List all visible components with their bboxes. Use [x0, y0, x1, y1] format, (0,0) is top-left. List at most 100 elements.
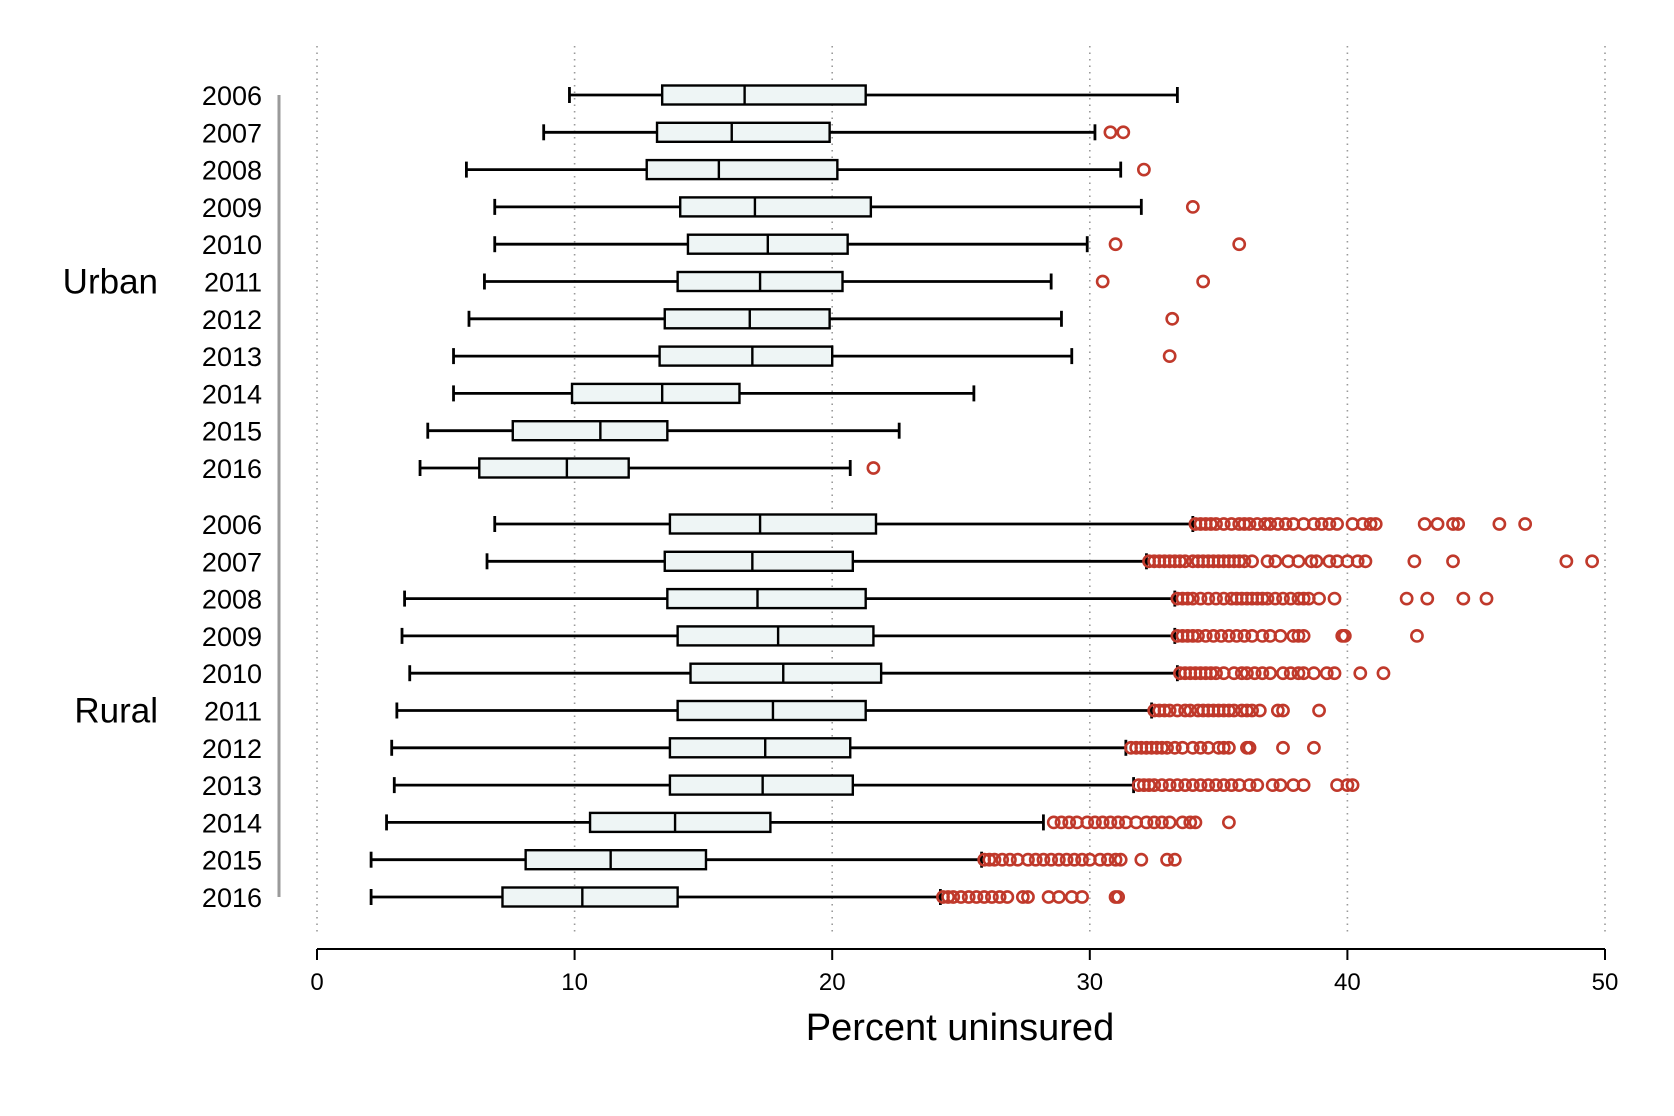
outlier-point — [1417, 517, 1432, 531]
iqr-box — [663, 550, 855, 572]
outlier-point — [1193, 778, 1208, 792]
iqr-box — [663, 308, 831, 330]
outlier-point — [1185, 778, 1200, 792]
outlier-point — [995, 852, 1010, 867]
outlier-point — [1113, 852, 1128, 867]
outlier-point — [954, 890, 968, 904]
outlier-point — [1245, 554, 1259, 569]
outlier-point — [1147, 815, 1162, 830]
x-tick-label-30: 30 — [1076, 969, 1103, 996]
outlier-point — [1337, 629, 1352, 643]
outlier-point — [1000, 890, 1015, 904]
outlier-point — [1229, 629, 1244, 643]
x-tick-label-50: 50 — [1592, 969, 1619, 996]
outlier-point — [1260, 554, 1275, 569]
outlier-point — [1245, 703, 1259, 718]
year-label-rural-2011: 2011 — [204, 697, 262, 727]
iqr-box — [478, 457, 630, 479]
grid-lines — [316, 46, 1606, 935]
iqr-box — [645, 158, 839, 181]
outlier-point — [1258, 517, 1272, 531]
box-row-rural-2010 — [408, 662, 1391, 684]
outlier-point — [1312, 591, 1326, 606]
outlier-point — [1451, 517, 1466, 531]
outlier-point — [1080, 815, 1095, 830]
outlier-point — [1327, 666, 1342, 681]
outlier-point — [1250, 778, 1265, 792]
outlier-point — [1296, 629, 1311, 643]
outlier-point — [987, 852, 1002, 867]
box-row-urban-2009 — [493, 196, 1200, 218]
outlier-point — [1309, 554, 1324, 569]
outlier-point — [1232, 237, 1247, 252]
outlier-point — [946, 890, 961, 904]
box-row-rural-2008 — [403, 587, 1494, 610]
box-row-rural-2015 — [369, 849, 1182, 871]
outlier-point — [1062, 815, 1077, 830]
iqr-box — [524, 849, 708, 871]
outlier-point — [1216, 591, 1231, 606]
outlier-point — [1193, 740, 1208, 755]
outlier-point — [1108, 852, 1123, 867]
box-row-urban-2011 — [483, 270, 1211, 293]
outlier-point — [1255, 591, 1270, 606]
outlier-point — [1276, 740, 1290, 755]
outlier-point — [1198, 629, 1213, 643]
outlier-point — [1237, 554, 1252, 569]
outlier-point — [1185, 199, 1200, 214]
outlier-point — [1136, 162, 1151, 177]
outlier-point — [1407, 554, 1422, 569]
outlier-point — [1322, 517, 1337, 531]
iqr-box — [588, 811, 772, 834]
outlier-point — [1088, 815, 1102, 830]
outlier-point — [1276, 591, 1290, 606]
outlier-point — [1111, 815, 1126, 830]
outlier-point — [1075, 852, 1089, 867]
outlier-point — [1270, 517, 1285, 531]
year-label-urban-2014: 2014 — [202, 379, 262, 409]
outlier-point — [1585, 554, 1600, 569]
outlier-point — [1191, 629, 1205, 643]
outlier-point — [1255, 666, 1270, 681]
outlier-point — [1160, 852, 1174, 867]
outlier-point — [1242, 517, 1257, 531]
year-label-rural-2014: 2014 — [202, 808, 262, 838]
x-tick-label-10: 10 — [561, 969, 588, 996]
outlier-point — [1183, 703, 1198, 718]
outlier-point — [1330, 517, 1344, 531]
iqr-box — [501, 886, 679, 908]
outlier-point — [1283, 666, 1298, 681]
outlier-point — [1291, 554, 1306, 569]
outlier-point — [1276, 703, 1290, 718]
outlier-point — [1201, 591, 1216, 606]
year-label-urban-2011: 2011 — [204, 268, 262, 298]
outlier-point — [1222, 629, 1236, 643]
outlier-point — [1203, 666, 1218, 681]
outlier-point — [1273, 629, 1288, 643]
iqr-box — [689, 662, 883, 684]
outlier-point — [961, 890, 976, 904]
year-label-urban-2006: 2006 — [202, 81, 262, 111]
outlier-point — [1278, 517, 1293, 531]
year-label-rural-2006: 2006 — [202, 510, 262, 540]
outlier-point — [1234, 666, 1249, 681]
outlier-point — [969, 890, 984, 904]
box-row-rural-2012 — [390, 737, 1321, 759]
outlier-point — [1157, 703, 1172, 718]
outlier-point — [1240, 703, 1254, 718]
outlier-point — [1247, 666, 1262, 681]
outlier-point — [1036, 852, 1051, 867]
outlier-point — [1345, 778, 1360, 792]
outlier-point — [1276, 666, 1290, 681]
outlier-point — [1139, 815, 1154, 830]
year-label-rural-2007: 2007 — [202, 547, 262, 577]
outlier-point — [1270, 703, 1285, 718]
outlier-point — [1265, 778, 1280, 792]
outlier-point — [1183, 815, 1198, 830]
box-row-urban-2007 — [542, 121, 1131, 144]
outlier-point — [1291, 666, 1306, 681]
outlier-point — [1358, 554, 1373, 569]
iqr-box — [666, 587, 867, 610]
outlier-point — [1355, 517, 1370, 531]
outlier-point — [1051, 890, 1066, 904]
